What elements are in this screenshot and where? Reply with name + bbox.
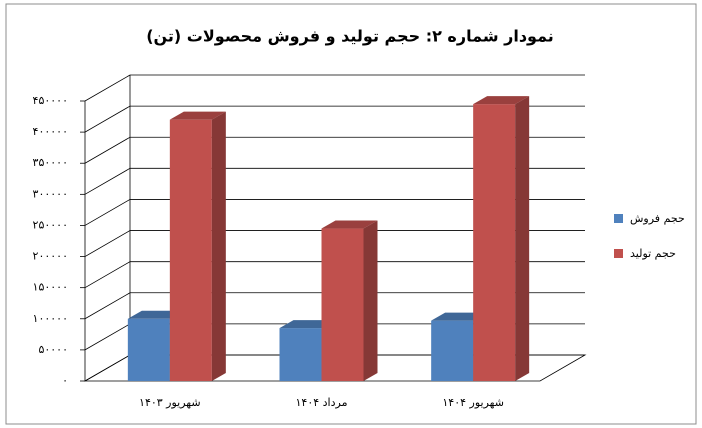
y-tick-label: ۴۵۰۰۰۰	[33, 94, 68, 107]
legend-swatch	[614, 249, 623, 258]
y-tick-label: ۰	[62, 374, 68, 387]
bar-front	[321, 228, 364, 381]
bar-top	[473, 96, 530, 105]
bar-front	[169, 119, 212, 382]
y-tick-label: ۳۵۰۰۰۰	[33, 156, 68, 169]
y-tick-label: ۵۰۰۰۰	[38, 343, 68, 356]
bar-side	[363, 220, 378, 381]
grid-line	[84, 136, 585, 164]
grid-line	[84, 199, 585, 226]
grid-line	[84, 261, 585, 289]
bar-front	[127, 318, 170, 381]
y-tick-label: ۴۰۰۰۰۰	[33, 125, 68, 138]
bar-side	[515, 96, 530, 381]
grid-line	[84, 167, 585, 195]
legend-label: حجم تولید	[630, 247, 676, 260]
chart-title: نمودار شماره ۲: حجم تولید و فروش محصولات…	[146, 27, 554, 46]
grid-line	[84, 105, 585, 133]
y-tick-label: ۱۵۰۰۰۰	[33, 281, 68, 294]
bar-front	[431, 320, 474, 381]
bar-front	[473, 104, 516, 381]
y-tick-label: ۲۰۰۰۰۰	[33, 250, 68, 263]
grid-line	[84, 292, 585, 320]
y-tick-label: ۲۵۰۰۰۰	[33, 218, 68, 231]
y-tick-label: ۳۰۰۰۰۰	[33, 187, 68, 200]
y-tick-label: ۱۰۰۰۰۰	[33, 312, 68, 325]
bar-side	[211, 111, 226, 382]
grid-line	[84, 230, 585, 257]
bar-front	[279, 328, 322, 381]
x-tick-label: مرداد ۱۴۰۴	[296, 396, 348, 409]
x-tick-label: شهریور ۱۴۰۴	[442, 396, 504, 409]
bar-top	[321, 220, 378, 229]
bar-top	[169, 111, 226, 120]
grid-line	[84, 74, 585, 102]
legend-swatch	[614, 214, 623, 223]
legend-label: حجم فروش	[630, 212, 685, 225]
x-tick-label: شهریور ۱۴۰۳	[139, 396, 201, 409]
